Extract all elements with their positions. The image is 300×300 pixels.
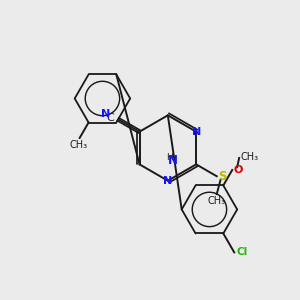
Text: N: N bbox=[163, 176, 172, 186]
Text: CH₃: CH₃ bbox=[208, 196, 226, 206]
Text: S: S bbox=[218, 170, 226, 183]
Text: CH₃: CH₃ bbox=[70, 140, 88, 150]
Text: C: C bbox=[106, 113, 114, 123]
Text: CH₃: CH₃ bbox=[240, 152, 258, 162]
Text: N: N bbox=[168, 154, 178, 167]
Text: N: N bbox=[191, 127, 201, 137]
Text: O: O bbox=[233, 165, 243, 175]
Text: H: H bbox=[167, 153, 173, 162]
Text: N: N bbox=[100, 109, 110, 119]
Text: Cl: Cl bbox=[236, 247, 248, 257]
